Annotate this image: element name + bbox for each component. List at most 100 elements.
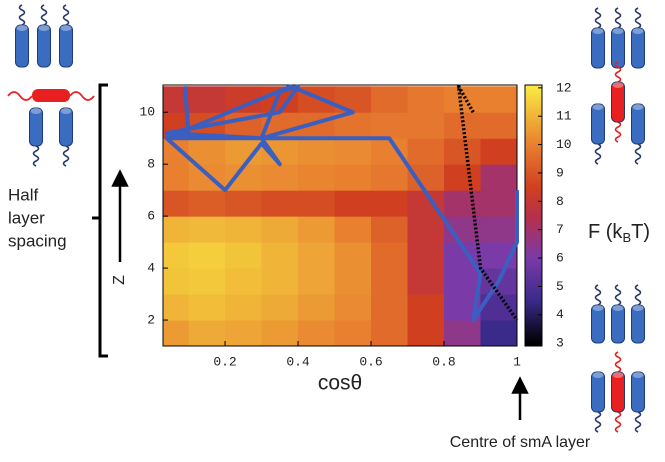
cylinder-cap bbox=[593, 305, 604, 311]
cylinder-cap bbox=[31, 108, 42, 114]
y-tick-label: 6 bbox=[147, 209, 155, 224]
colorbar-tick-label: 6 bbox=[556, 250, 564, 265]
heatmap-cell bbox=[262, 242, 299, 268]
heatmap-cell bbox=[408, 216, 445, 242]
colorbar-tick-label: 10 bbox=[556, 137, 572, 152]
tail bbox=[636, 8, 641, 28]
bracket bbox=[92, 85, 108, 356]
colorbar-tick-label: 4 bbox=[556, 307, 564, 322]
heatmap-cell bbox=[335, 320, 372, 346]
heatmap-cell bbox=[408, 294, 445, 320]
heatmap-cell bbox=[298, 294, 335, 320]
heatmap-cell bbox=[481, 164, 518, 190]
tail bbox=[20, 5, 25, 25]
y-tick-label: 8 bbox=[147, 157, 155, 172]
heatmap-cell bbox=[298, 138, 335, 164]
colorbar-tick-label: 3 bbox=[556, 336, 564, 351]
heatmap-cell bbox=[189, 190, 226, 216]
heatmap-cell bbox=[335, 164, 372, 190]
heatmap-cell bbox=[371, 164, 408, 190]
heatmap-cell bbox=[408, 138, 445, 164]
cylinder-cap bbox=[613, 372, 624, 378]
heatmap-cell bbox=[371, 294, 408, 320]
heatmap-cell bbox=[262, 216, 299, 242]
colorbar-tick-label: 9 bbox=[556, 165, 564, 180]
heatmap-cell bbox=[408, 268, 445, 294]
heatmap-cell bbox=[189, 86, 226, 112]
heatmap-cell bbox=[481, 190, 518, 216]
heatmap-cell bbox=[189, 268, 226, 294]
heatmap-cell bbox=[163, 190, 189, 216]
heatmap-cell bbox=[298, 268, 335, 294]
cylinder-cap bbox=[61, 25, 72, 31]
x-tick-label: 0.6 bbox=[359, 354, 382, 369]
heatmap-cell bbox=[262, 190, 299, 216]
heatmap-cell bbox=[189, 216, 226, 242]
y-tick-label: 10 bbox=[139, 105, 155, 120]
heatmap-cell bbox=[225, 216, 262, 242]
colorbar-label-main: F (k bbox=[588, 221, 623, 243]
tail bbox=[596, 8, 601, 28]
heatmap-cell bbox=[444, 320, 481, 346]
heatmap-cell bbox=[298, 164, 335, 190]
heatmap-cell bbox=[408, 320, 445, 346]
x-axis-label: cosθ bbox=[318, 372, 362, 395]
heatmap-cell bbox=[163, 242, 189, 268]
heatmap-cell bbox=[408, 164, 445, 190]
tail bbox=[616, 8, 621, 28]
annotation: Z bbox=[111, 275, 128, 285]
cylinder-cap bbox=[17, 25, 28, 31]
heatmap-cell bbox=[298, 242, 335, 268]
heatmap-cell bbox=[408, 112, 445, 138]
heatmap-cell bbox=[262, 164, 299, 190]
tail bbox=[636, 144, 641, 164]
heatmap-cell bbox=[262, 268, 299, 294]
cylinder-cap bbox=[633, 28, 644, 34]
colorbar bbox=[525, 85, 542, 346]
tail bbox=[34, 146, 39, 166]
heatmap-cell bbox=[335, 216, 372, 242]
heatmap-cell bbox=[262, 320, 299, 346]
tail bbox=[42, 5, 47, 25]
heatmap-cell bbox=[163, 320, 189, 346]
heatmap-cell bbox=[225, 294, 262, 320]
cylinder-cap bbox=[39, 25, 50, 31]
colorbar-label-end: T) bbox=[631, 221, 650, 243]
annotation: Half bbox=[8, 185, 39, 204]
heatmap-cell bbox=[371, 320, 408, 346]
x-tick-label: 1 bbox=[513, 354, 521, 369]
heatmap-cell bbox=[371, 268, 408, 294]
colorbar-tick-label: 11 bbox=[556, 109, 572, 124]
heatmap-cell bbox=[444, 164, 481, 190]
heatmap-cell bbox=[335, 294, 372, 320]
heatmap-cell bbox=[298, 320, 335, 346]
x-tick-label: 0.2 bbox=[213, 354, 236, 369]
heatmap-cell bbox=[335, 138, 372, 164]
heatmap-cell bbox=[335, 190, 372, 216]
annotation: spacing bbox=[8, 231, 67, 250]
heatmap-cell bbox=[335, 268, 372, 294]
colorbar-tick-label: 12 bbox=[556, 80, 572, 95]
annotation: Centre of smA layer bbox=[450, 434, 591, 451]
heatmap-cell bbox=[189, 242, 226, 268]
heatmap-cell bbox=[481, 86, 518, 112]
y-tick-label: 4 bbox=[147, 261, 155, 276]
cylinder-cap bbox=[633, 372, 644, 378]
tail bbox=[64, 146, 69, 166]
heatmap-cell bbox=[335, 242, 372, 268]
heatmap-cell bbox=[481, 320, 518, 346]
heatmap-cell bbox=[444, 268, 481, 294]
heatmap-cell bbox=[163, 268, 189, 294]
tail bbox=[596, 412, 601, 432]
cylinder bbox=[38, 25, 51, 67]
colorbar-tick-label: 8 bbox=[556, 194, 564, 209]
cylinder-cap bbox=[593, 104, 604, 110]
heatmap-cell bbox=[163, 164, 189, 190]
heatmap-cell bbox=[408, 242, 445, 268]
heatmap-cell bbox=[225, 242, 262, 268]
cylinder bbox=[60, 25, 73, 67]
x-tick-label: 0.4 bbox=[286, 354, 310, 369]
cylinder-cap bbox=[613, 82, 624, 88]
cylinder bbox=[32, 89, 70, 102]
